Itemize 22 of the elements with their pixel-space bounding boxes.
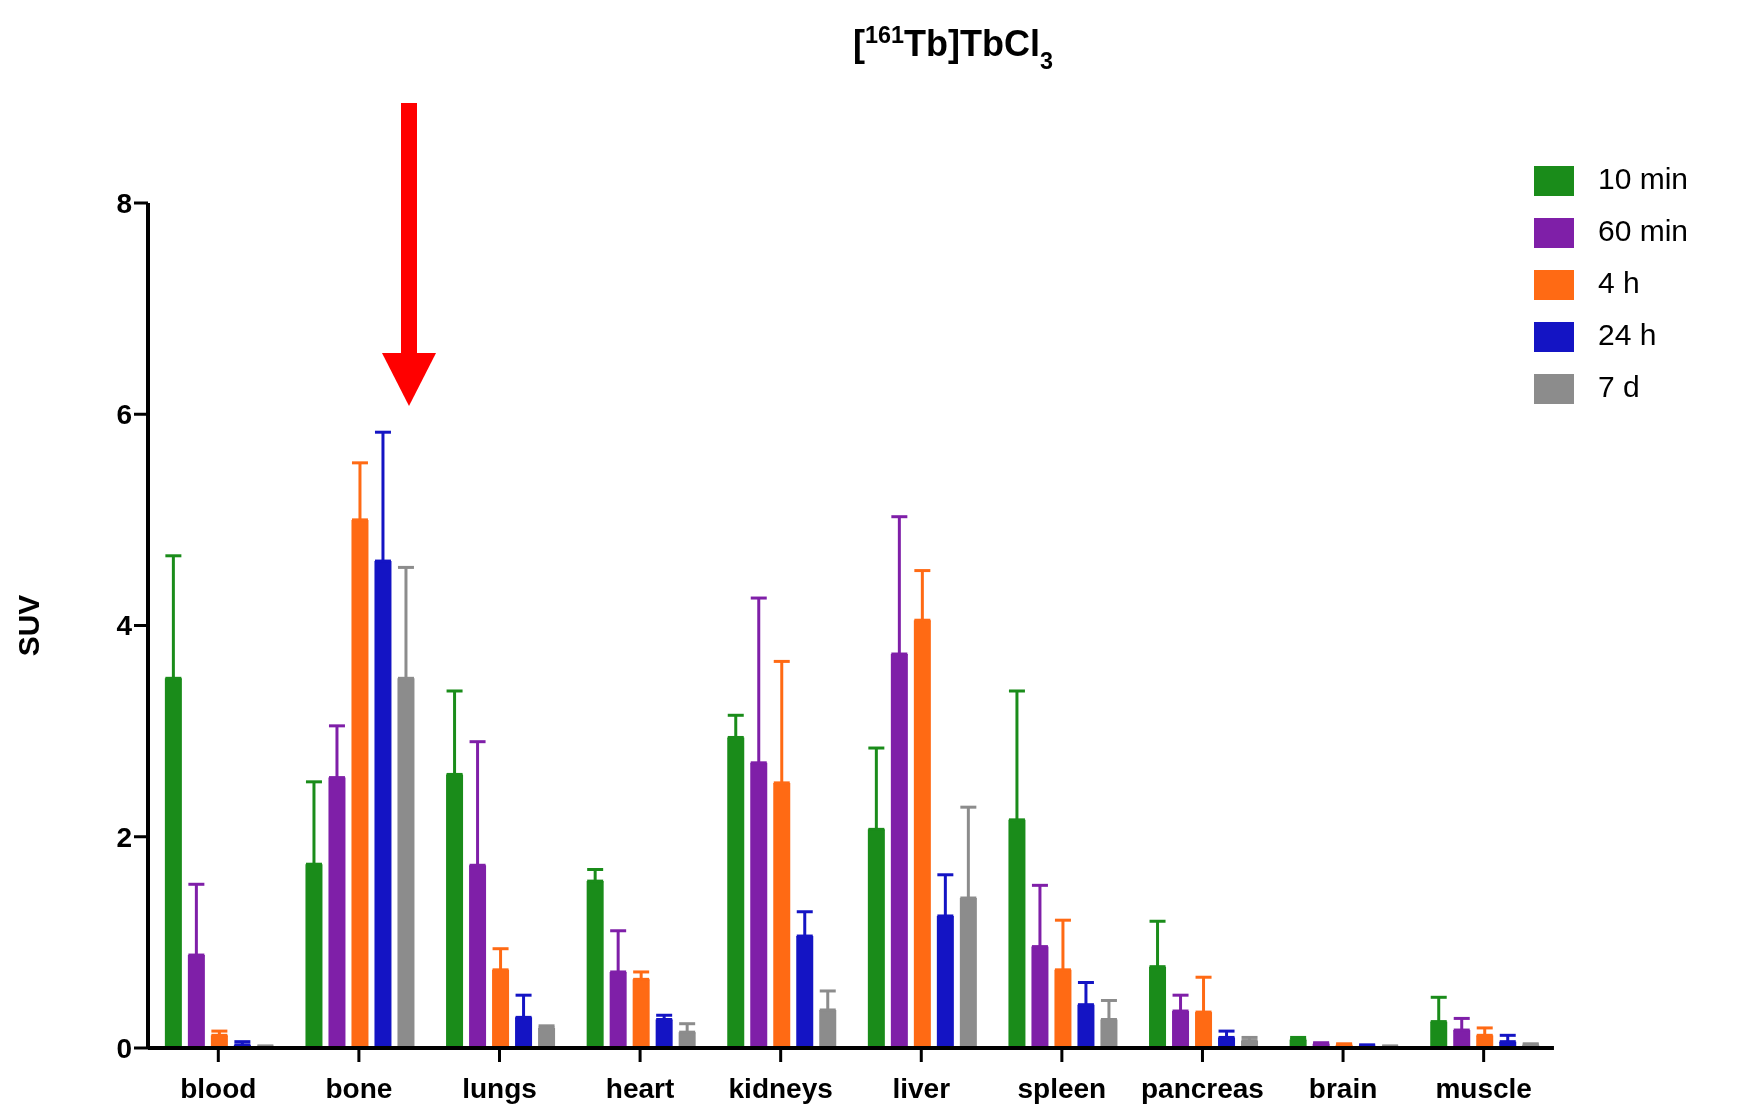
x-tick-label: liver: [892, 1072, 951, 1104]
y-tick-label: 8: [116, 187, 132, 219]
legend-label: 24 h: [1597, 318, 1657, 351]
y-axis-title: SUV: [11, 594, 45, 657]
legend-label: 10 min: [1597, 162, 1688, 195]
x-tick-label: spleen: [1017, 1072, 1107, 1104]
x-tick-label: pancreas: [1140, 1072, 1264, 1104]
legend-label: 4 h: [1597, 266, 1640, 299]
legend-label: 60 min: [1597, 214, 1688, 247]
x-tick-label: muscle: [1435, 1072, 1532, 1104]
chart-title: [$^{161}$Tb]TbCl$_{3}$: [853, 22, 1053, 74]
legend-label: 7 d: [1597, 370, 1640, 403]
x-tick-label: kidneys: [728, 1072, 833, 1104]
x-tick-label: blood: [180, 1072, 257, 1104]
x-tick-label: heart: [605, 1072, 675, 1104]
y-tick-label: 6: [116, 399, 132, 431]
y-tick-label: 2: [116, 821, 132, 853]
x-tick-label: brain: [1308, 1072, 1378, 1104]
y-tick-label: 4: [116, 610, 133, 642]
x-tick-label: lungs: [462, 1072, 537, 1104]
y-tick-label: 0: [116, 1032, 132, 1064]
x-tick-label: bone: [325, 1072, 393, 1104]
